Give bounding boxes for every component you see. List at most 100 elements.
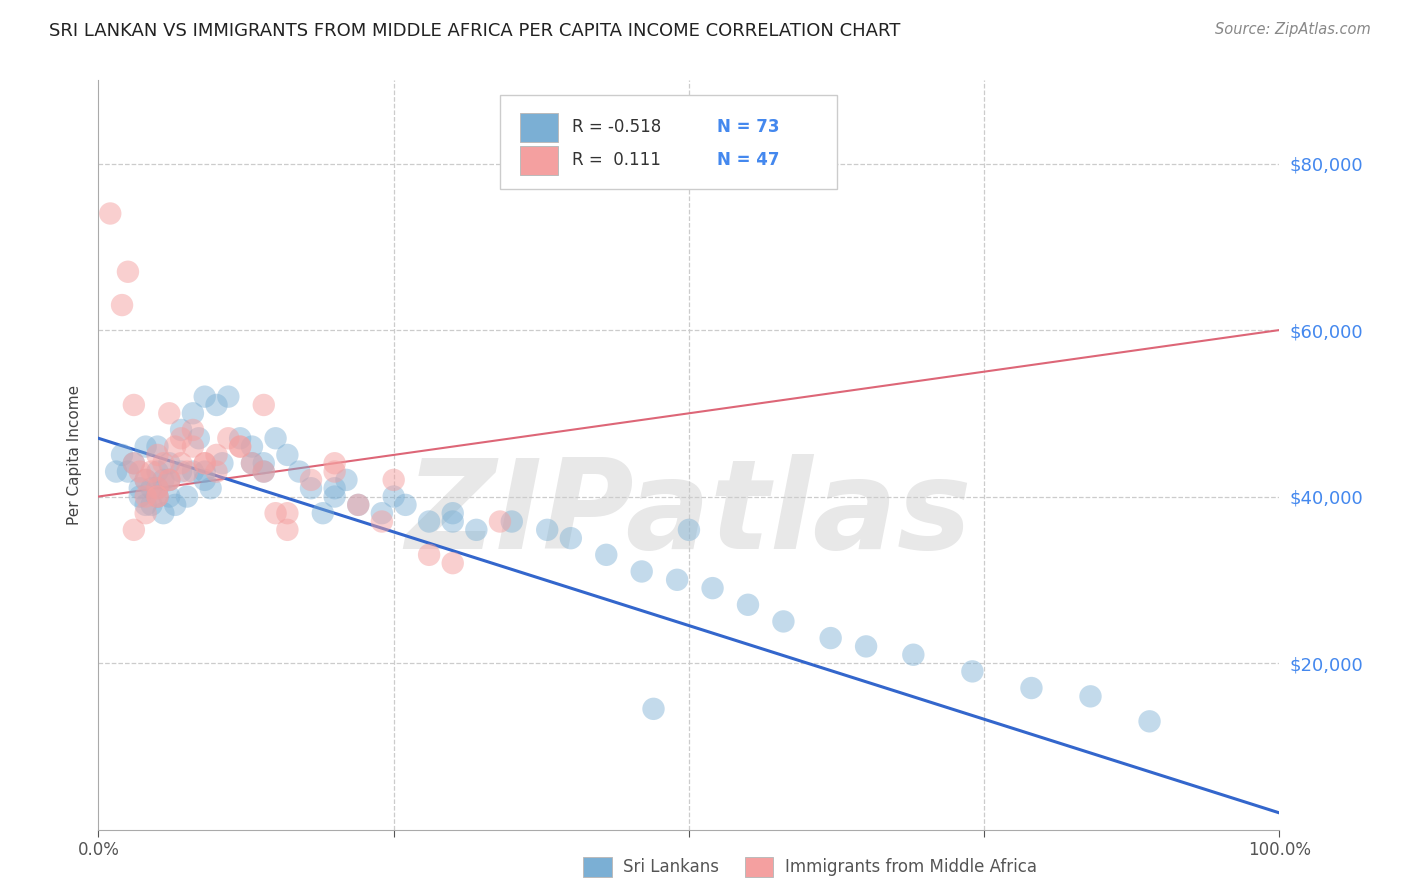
Point: [595, 548, 617, 562]
Point: [135, 506, 157, 520]
Point: [276, 448, 298, 462]
Point: [371, 515, 394, 529]
Point: [157, 490, 180, 504]
Point: [146, 490, 169, 504]
Point: [157, 473, 180, 487]
Point: [117, 465, 139, 479]
Point: [128, 490, 150, 504]
Point: [643, 702, 665, 716]
Point: [666, 573, 689, 587]
Point: [98, 206, 121, 220]
Point: [217, 390, 239, 404]
Point: [194, 473, 217, 487]
Point: [128, 465, 150, 479]
Point: [105, 465, 128, 479]
Point: [1139, 714, 1161, 729]
Point: [335, 473, 357, 487]
Point: [146, 448, 169, 462]
Point: [418, 548, 440, 562]
Point: [347, 498, 370, 512]
Point: [146, 481, 169, 495]
Point: [820, 631, 842, 645]
Point: [146, 490, 169, 504]
Point: [276, 506, 298, 520]
Point: [240, 440, 263, 454]
Point: [264, 431, 287, 445]
Point: [194, 456, 217, 470]
Point: [772, 615, 794, 629]
Point: [382, 490, 405, 504]
Point: [128, 481, 150, 495]
Point: [146, 490, 169, 504]
Point: [141, 481, 163, 495]
Point: [194, 390, 217, 404]
Point: [253, 398, 276, 412]
Point: [371, 506, 394, 520]
Text: Sri Lankans: Sri Lankans: [623, 858, 718, 876]
Point: [181, 465, 204, 479]
Text: R =  0.111: R = 0.111: [572, 152, 661, 169]
Point: [678, 523, 700, 537]
Point: [737, 598, 759, 612]
Point: [323, 465, 346, 479]
Point: [194, 456, 217, 470]
Point: [903, 648, 925, 662]
Point: [229, 440, 252, 454]
Point: [187, 431, 209, 445]
Point: [299, 481, 322, 495]
Point: [165, 440, 187, 454]
Point: [170, 465, 193, 479]
Point: [146, 465, 169, 479]
Text: R = -0.518: R = -0.518: [572, 119, 661, 136]
Point: [135, 473, 157, 487]
Point: [141, 465, 163, 479]
Point: [135, 440, 157, 454]
Point: [176, 465, 198, 479]
Point: [441, 506, 464, 520]
Point: [211, 456, 233, 470]
Point: [111, 298, 134, 312]
Point: [702, 581, 724, 595]
Point: [200, 481, 222, 495]
Point: [264, 506, 287, 520]
Point: [176, 490, 198, 504]
Point: [157, 473, 180, 487]
Point: [240, 456, 263, 470]
Point: [157, 456, 180, 470]
Point: [141, 498, 163, 512]
Point: [229, 440, 252, 454]
Point: [323, 490, 346, 504]
Text: N = 73: N = 73: [717, 119, 780, 136]
Point: [1080, 690, 1102, 704]
Point: [194, 465, 217, 479]
Y-axis label: Per Capita Income: Per Capita Income: [67, 384, 83, 525]
Text: N = 47: N = 47: [717, 152, 780, 169]
Point: [630, 565, 652, 579]
Point: [122, 456, 145, 470]
Point: [122, 523, 145, 537]
Point: [157, 473, 180, 487]
Point: [560, 531, 582, 545]
Point: [465, 523, 488, 537]
Point: [181, 423, 204, 437]
Point: [299, 473, 322, 487]
Point: [146, 481, 169, 495]
Point: [146, 440, 169, 454]
Point: [1021, 681, 1043, 695]
Point: [170, 431, 193, 445]
Point: [253, 465, 276, 479]
Point: [181, 406, 204, 420]
Point: [288, 465, 311, 479]
Text: SRI LANKAN VS IMMIGRANTS FROM MIDDLE AFRICA PER CAPITA INCOME CORRELATION CHART: SRI LANKAN VS IMMIGRANTS FROM MIDDLE AFR…: [49, 22, 901, 40]
Point: [382, 473, 405, 487]
Point: [205, 448, 228, 462]
Text: Immigrants from Middle Africa: Immigrants from Middle Africa: [785, 858, 1036, 876]
Point: [229, 431, 252, 445]
Point: [117, 265, 139, 279]
Point: [253, 456, 276, 470]
Point: [855, 640, 877, 654]
Point: [962, 665, 984, 679]
FancyBboxPatch shape: [520, 146, 558, 175]
Point: [441, 515, 464, 529]
Point: [181, 440, 204, 454]
